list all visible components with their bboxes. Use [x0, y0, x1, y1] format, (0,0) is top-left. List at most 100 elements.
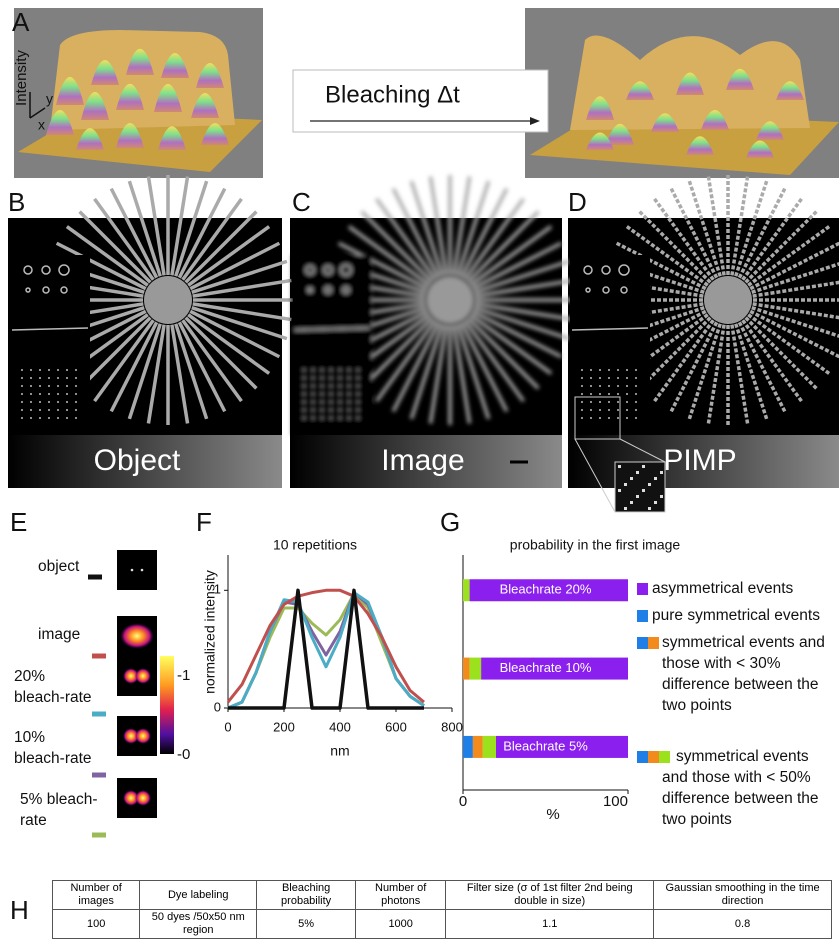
spoke [174, 180, 209, 277]
grid-dot [321, 385, 323, 387]
grid-dot [30, 393, 32, 395]
spoke [375, 319, 437, 403]
axis-label: y [46, 91, 53, 107]
bar-segment [469, 657, 482, 680]
panel-label: G [440, 507, 460, 537]
spoke [55, 241, 147, 291]
grid-dot [339, 409, 341, 411]
grid-dot [357, 417, 359, 419]
arrow-box [292, 69, 549, 133]
legend-label: 5% bleach-rate [20, 791, 98, 829]
peak [116, 83, 144, 110]
grid-dot [348, 409, 350, 411]
grid-dot [599, 377, 601, 379]
grid-dot [339, 385, 341, 387]
peak [81, 91, 109, 120]
grid-dot [48, 385, 50, 387]
psf-blob [123, 790, 139, 806]
grid-dot [303, 369, 305, 371]
test-dot [41, 265, 51, 275]
bar-label: Bleachrate 20% [500, 582, 592, 597]
peak [586, 132, 614, 150]
spoke [391, 187, 441, 279]
grid-dot [581, 401, 583, 403]
grid-dot [312, 409, 314, 411]
cell: 50 dyes /50x50 nm region [139, 909, 258, 939]
grid-dot [590, 385, 592, 387]
test-line [11, 327, 89, 331]
grid-dot [590, 409, 592, 411]
grid-dot [66, 417, 68, 419]
spoke [409, 180, 444, 277]
spoke [456, 180, 491, 277]
series-line [228, 588, 424, 710]
peak [158, 126, 186, 150]
grid-dot [75, 401, 77, 403]
spoke [189, 309, 281, 359]
test-dot [583, 265, 593, 275]
grid-dot [30, 385, 32, 387]
spoke [653, 197, 715, 281]
grid-dot [608, 417, 610, 419]
spoke [706, 324, 726, 424]
spoke [752, 302, 839, 320]
test-dot [601, 265, 611, 275]
peak [701, 110, 729, 130]
spoke [604, 302, 704, 322]
grid-dot [39, 377, 41, 379]
grid-dot [626, 417, 628, 419]
grid-dot [339, 369, 341, 371]
grid-dot [330, 417, 332, 419]
spoke [184, 316, 258, 390]
legend-swatch [637, 583, 648, 595]
spoke [471, 309, 563, 359]
grid-dot [21, 401, 23, 403]
series-line [226, 588, 425, 704]
legend-swatch [637, 637, 648, 649]
spoke [65, 225, 149, 287]
grid-dot [339, 401, 341, 403]
spoke [473, 306, 570, 341]
grid-dot [635, 393, 637, 395]
legend-label: 10% bleach-rate [14, 729, 92, 767]
bar-label: Bleachrate 10% [500, 660, 592, 675]
grid-dot [330, 409, 332, 411]
spoke [706, 176, 726, 276]
spoke [747, 225, 831, 287]
grid-dot [48, 409, 50, 411]
grid-dot [21, 385, 23, 387]
spoke [744, 210, 818, 284]
spoke [469, 225, 553, 287]
peak [56, 76, 84, 105]
spoke [608, 306, 705, 341]
grid-dot [581, 377, 583, 379]
grid-dot [617, 409, 619, 411]
spoke [187, 313, 271, 375]
grid-dot [599, 409, 601, 411]
grid-dot [348, 417, 350, 419]
spoke [170, 176, 190, 276]
colorbar-label: -1 [177, 667, 190, 684]
y-tick-label: 1 [214, 582, 221, 597]
grid-dot [635, 401, 637, 403]
center-disc [704, 276, 752, 324]
test-line [571, 327, 649, 331]
noise [630, 477, 633, 480]
psf-blob [120, 623, 154, 649]
noise [636, 495, 639, 498]
spoke [191, 306, 288, 341]
colorbar [160, 656, 174, 754]
grid-dot [590, 393, 592, 395]
spoke [177, 321, 227, 413]
grid-dot [57, 409, 59, 411]
spoke [737, 187, 787, 279]
psf-blob [135, 728, 151, 744]
bar-segment [463, 579, 470, 602]
spoke [93, 197, 155, 281]
spoke [687, 180, 722, 277]
grid-dot [617, 393, 619, 395]
header-cell: Bleaching probability [256, 880, 357, 910]
grid-dot [330, 401, 332, 403]
peak [746, 140, 774, 158]
